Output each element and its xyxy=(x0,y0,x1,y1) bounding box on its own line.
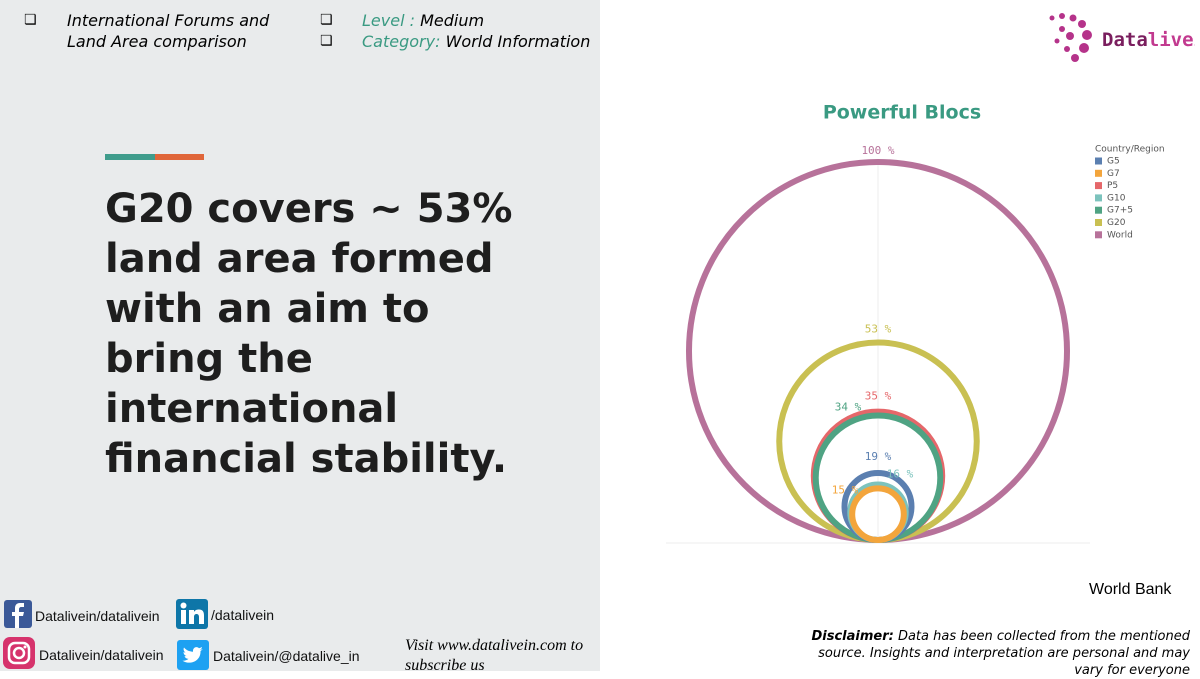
category: Category: World Information xyxy=(362,31,590,52)
legend-label: G10 xyxy=(1107,193,1126,203)
legend-swatch xyxy=(1095,182,1102,190)
legend-swatch xyxy=(1095,206,1102,214)
value-label: 15 % xyxy=(832,483,859,496)
value-label: 35 % xyxy=(865,390,892,403)
accent xyxy=(105,154,155,160)
value-label: 19 % xyxy=(865,450,892,463)
legend-label: G7+5 xyxy=(1107,206,1133,216)
linkedin-icon xyxy=(176,599,208,629)
disclaimer: Disclaimer: Data has been collected from… xyxy=(800,628,1190,679)
linkedin: /datalivein xyxy=(211,607,275,623)
twitter: Datalivein/@datalive_in xyxy=(213,648,360,664)
twitter-icon xyxy=(177,640,209,670)
checkbox: ❏ xyxy=(320,12,333,28)
instagram: Datalivein/datalivein xyxy=(39,647,164,663)
left-panel: ❏ International Forums and Land Area com… xyxy=(0,0,600,674)
bloc-circle xyxy=(849,485,907,544)
category-value: World Information xyxy=(445,32,591,51)
value-label: 100 % xyxy=(861,144,894,157)
legend-title: Country/Region xyxy=(1095,145,1165,155)
instagram-icon xyxy=(3,637,35,669)
checkbox: ❏ xyxy=(24,12,37,28)
legend-label: G5 xyxy=(1107,157,1120,167)
value-label: 16 % xyxy=(887,468,914,481)
facebook-icon xyxy=(4,600,32,628)
legend-label: G20 xyxy=(1107,218,1126,228)
logo-part: livein xyxy=(1148,29,1195,51)
legend-swatch xyxy=(1095,157,1102,165)
accent xyxy=(155,154,204,160)
logo-part: Data xyxy=(1102,29,1148,51)
legend-swatch xyxy=(1095,169,1102,177)
visit: Visit www.datalivein.com to subscribe us xyxy=(405,637,584,674)
logo-text: Datalivein xyxy=(1102,29,1195,51)
value-label: 34 % xyxy=(835,400,862,413)
source: World Bank xyxy=(1089,581,1172,598)
legend-label: G7 xyxy=(1107,169,1120,179)
topic: International Forums and Land Area compa… xyxy=(67,11,270,51)
headline: G20 covers ~ 53% land area formed with a… xyxy=(105,186,513,482)
legend-swatch xyxy=(1095,219,1102,226)
checkbox: ❏ xyxy=(320,33,333,49)
level-value: Medium xyxy=(420,11,485,30)
level-label: Level : xyxy=(362,11,415,30)
disclaimer-label: Disclaimer: xyxy=(811,629,894,644)
legend-swatch xyxy=(1095,194,1102,202)
facebook: Datalivein/datalivein xyxy=(35,608,160,624)
level: Level : Medium xyxy=(362,10,484,31)
legend-label: P5 xyxy=(1107,181,1118,191)
value-label: 53 % xyxy=(865,322,892,335)
chart: Powerful Blocs Country/Region 100 % 53 % 3… xyxy=(666,102,1165,544)
category-label: Category: xyxy=(362,32,441,51)
legend-swatch xyxy=(1095,231,1102,239)
chart-title: Powerful Blocs xyxy=(823,102,981,124)
legend-label: World xyxy=(1107,230,1133,240)
logo: Datalivein xyxy=(1049,13,1195,62)
